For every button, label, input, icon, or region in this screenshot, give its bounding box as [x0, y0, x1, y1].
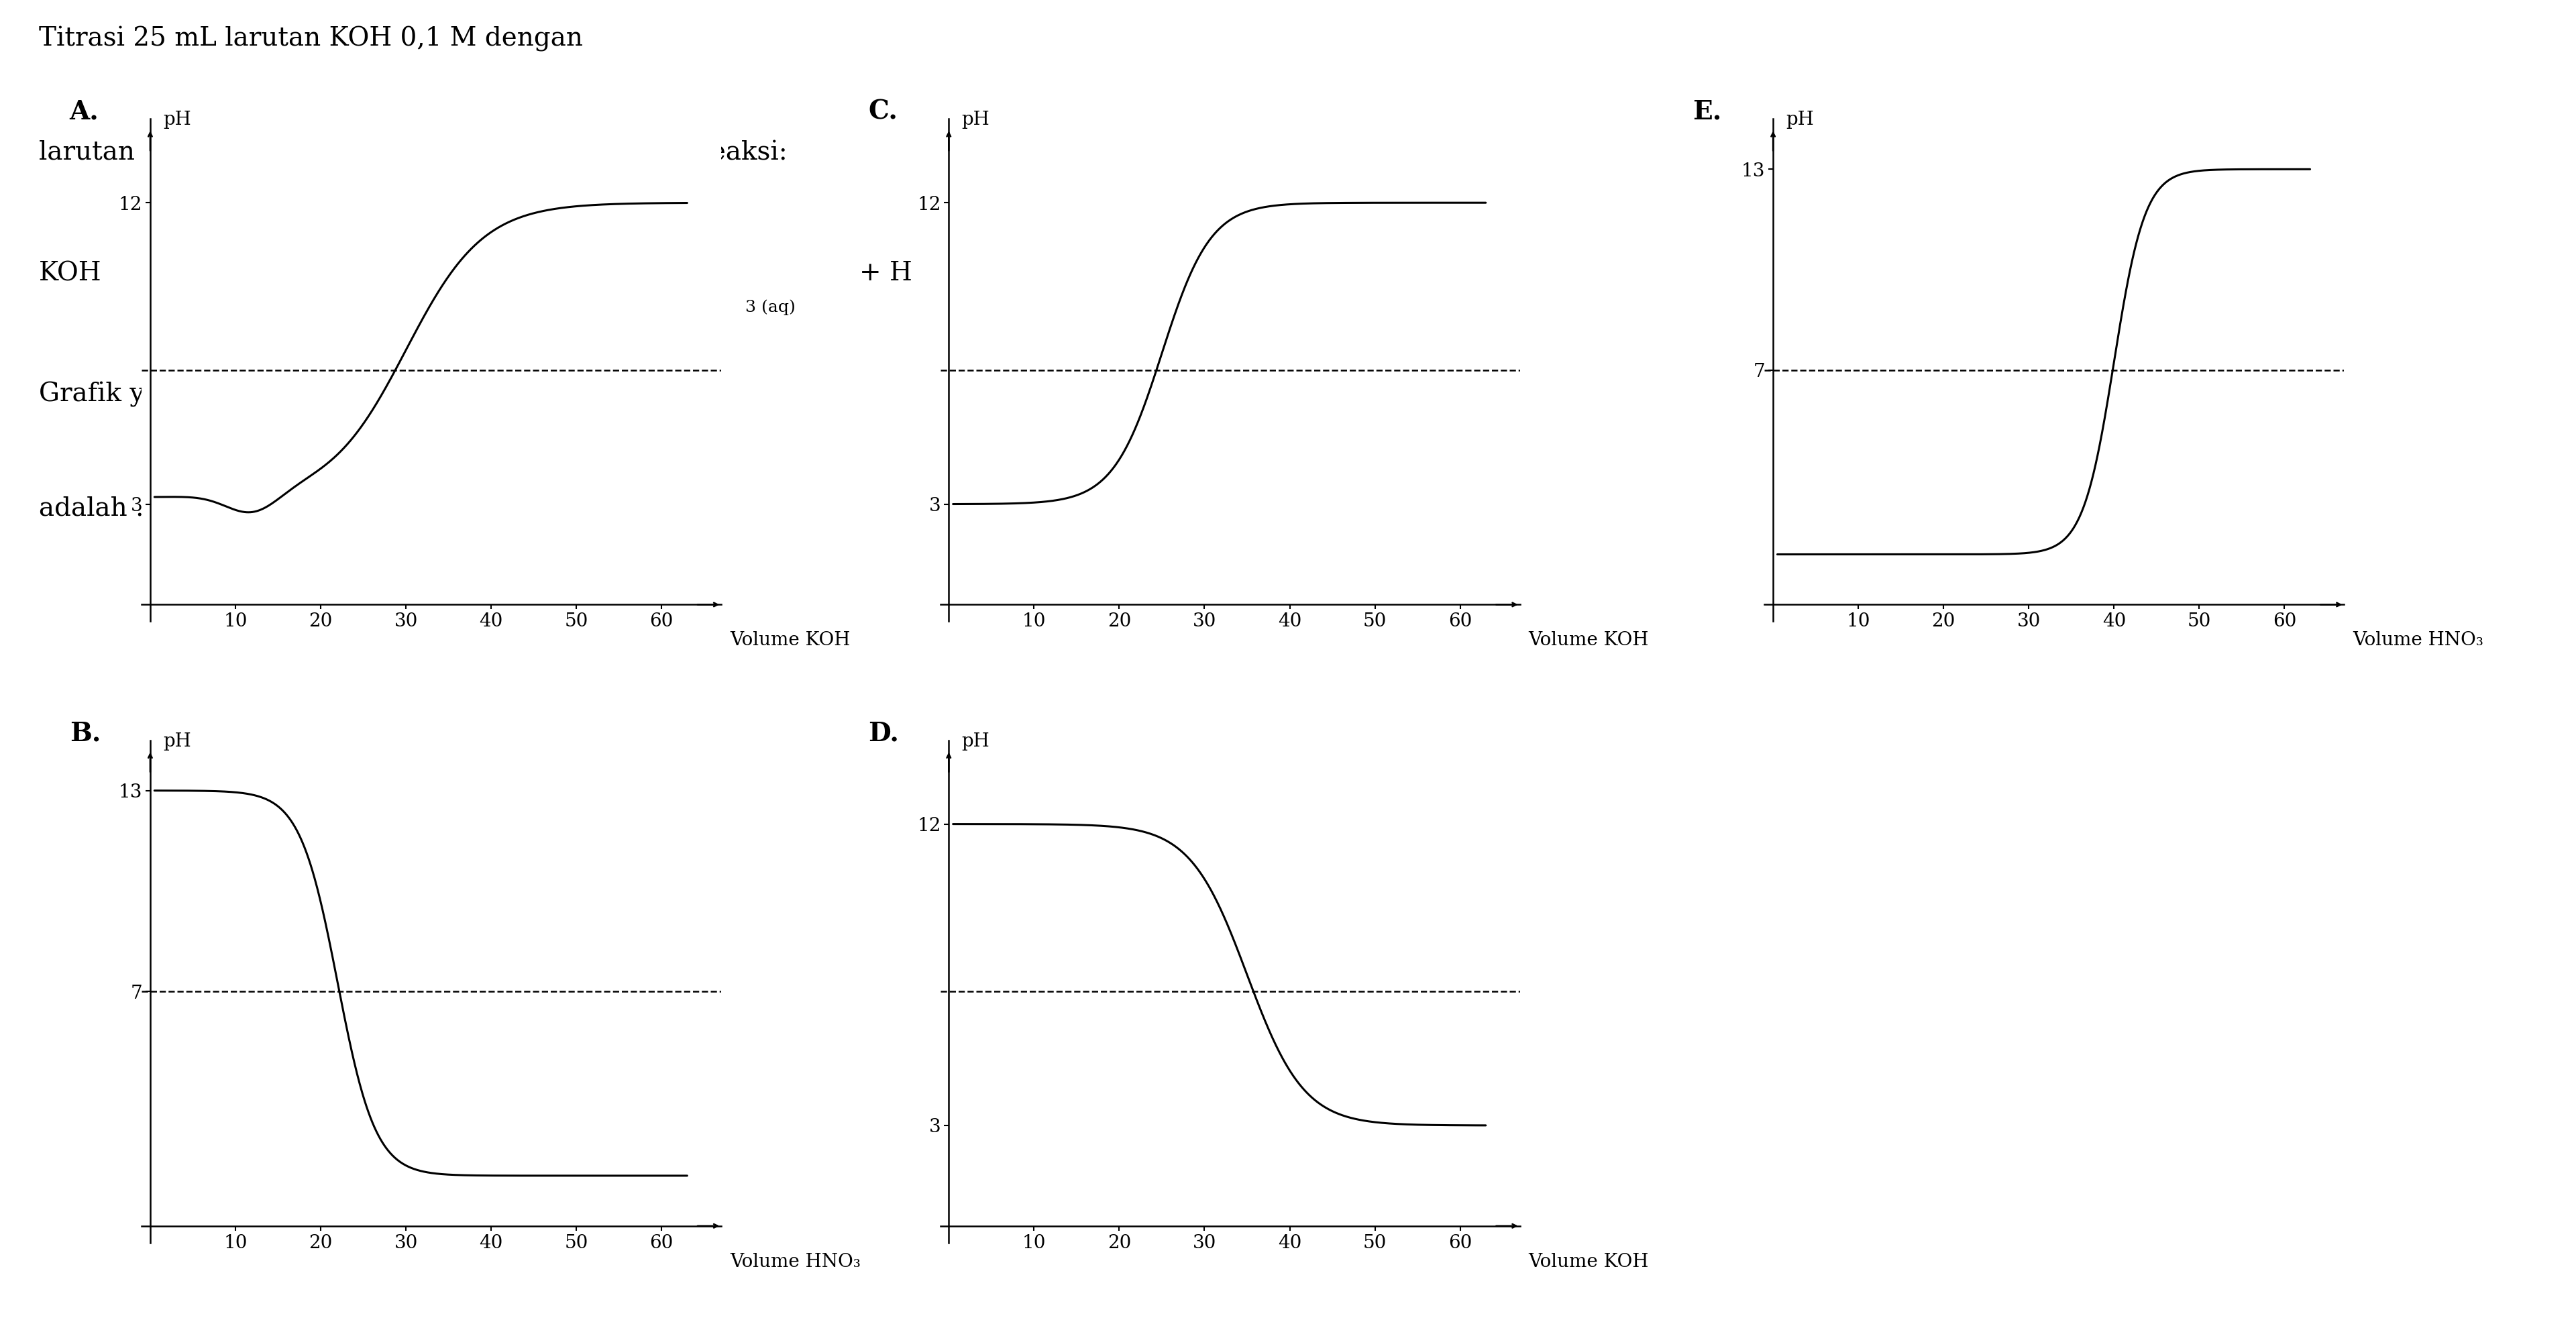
Text: adalah . . . .: adalah . . . .: [39, 496, 193, 521]
Text: → KNO: → KNO: [564, 262, 657, 286]
Text: 3 (aq): 3 (aq): [453, 299, 502, 315]
Text: Volume KOH: Volume KOH: [1528, 1253, 1649, 1270]
Text: KOH: KOH: [39, 262, 100, 286]
Text: Volume KOH: Volume KOH: [1528, 632, 1649, 649]
Text: D.: D.: [868, 720, 899, 746]
Text: Volume HNO₃: Volume HNO₃: [729, 1253, 860, 1270]
Text: Volume KOH: Volume KOH: [729, 632, 850, 649]
Text: C.: C.: [868, 99, 896, 124]
Text: E.: E.: [1692, 99, 1721, 124]
Text: 0,1 M menurut reaksi:: 0,1 M menurut reaksi:: [484, 140, 788, 165]
Text: A.: A.: [70, 99, 98, 124]
Text: Titrasi 25 mL larutan KOH 0,1 M dengan: Titrasi 25 mL larutan KOH 0,1 M dengan: [39, 26, 582, 52]
Text: 3 (aq): 3 (aq): [744, 299, 796, 315]
Text: Volume HNO₃: Volume HNO₃: [2352, 632, 2483, 649]
Text: O: O: [976, 262, 999, 286]
Text: 2: 2: [958, 299, 969, 315]
Text: 3: 3: [453, 167, 464, 182]
Text: (l): (l): [1007, 299, 1025, 315]
Text: + HNO: + HNO: [240, 262, 337, 286]
Text: + H: + H: [860, 262, 912, 286]
Text: larutan HNO: larutan HNO: [39, 140, 209, 165]
Text: pH: pH: [1785, 111, 1814, 130]
Text: pH: pH: [162, 732, 191, 751]
Text: Grafik yang terjadi pada reaksi tersebut: Grafik yang terjadi pada reaksi tersebut: [39, 382, 569, 407]
Text: pH: pH: [961, 111, 989, 130]
Text: pH: pH: [961, 732, 989, 751]
Text: pH: pH: [162, 111, 191, 130]
Text: (aq): (aq): [157, 299, 191, 315]
Text: B.: B.: [70, 720, 100, 746]
